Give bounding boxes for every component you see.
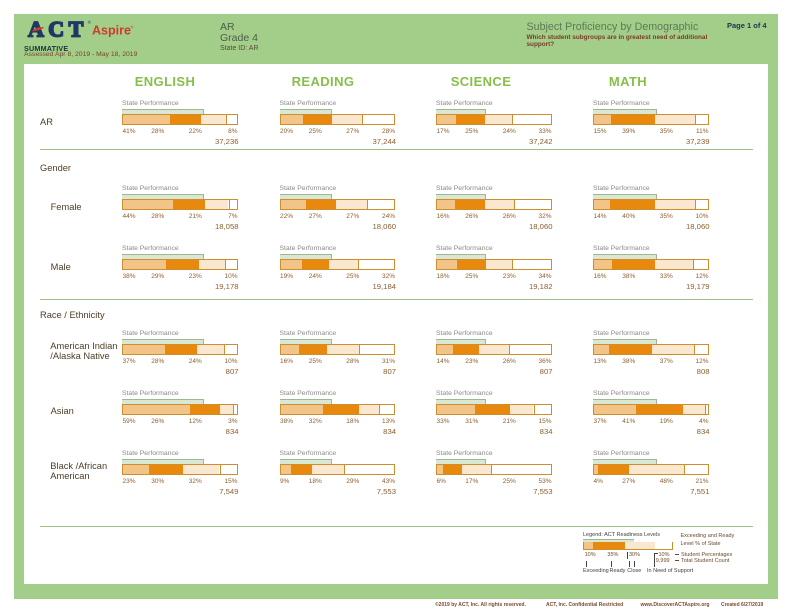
svg-text:ACT: ACT	[28, 17, 88, 42]
svg-text:Aspire: Aspire	[92, 24, 131, 38]
svg-text:®: ®	[131, 25, 134, 30]
svg-text:®: ®	[88, 19, 92, 25]
